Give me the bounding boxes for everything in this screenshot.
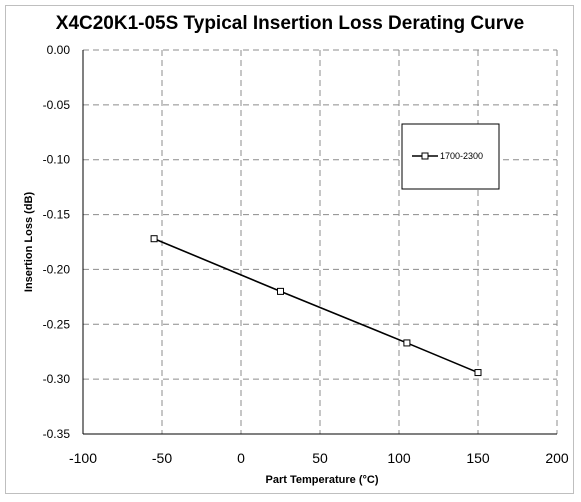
y-tick-label: -0.20 — [43, 262, 71, 276]
y-tick-label: -0.35 — [43, 427, 71, 441]
data-point — [474, 369, 482, 377]
chart-title: X4C20K1-05S Typical Insertion Loss Derat… — [56, 13, 524, 34]
legend: 1700-2300 — [401, 123, 500, 190]
data-point — [403, 339, 411, 347]
y-tick-label: 0.00 — [47, 43, 71, 57]
y-tick-label: -0.25 — [43, 317, 71, 331]
chart-frame — [5, 5, 574, 494]
x-tick-label: 150 — [466, 450, 490, 466]
y-tick-label: -0.05 — [43, 98, 71, 112]
x-tick-label: -50 — [152, 450, 172, 466]
data-point — [277, 287, 284, 295]
series-layer — [150, 235, 482, 377]
y-axis-label: Insertion Loss (dB) — [23, 192, 35, 293]
x-tick-label: 100 — [387, 450, 411, 466]
x-tick-label: 50 — [312, 450, 328, 466]
legend-marker — [421, 152, 429, 160]
y-tick-label: -0.30 — [43, 372, 71, 386]
x-tick-label: 0 — [237, 450, 245, 466]
legend-label: 1700-2300 — [440, 151, 483, 161]
series-line — [153, 237, 479, 374]
y-tick-label: -0.15 — [43, 208, 71, 222]
x-tick-label: 200 — [545, 450, 569, 466]
y-tick-label: -0.10 — [43, 153, 71, 167]
x-tick-label: -100 — [69, 450, 97, 466]
tick-labels: 0.00 -0.05 -0.10 -0.15 -0.20 -0.25 -0.30 -0.35 -… — [43, 43, 569, 466]
axes — [82, 50, 557, 435]
x-axis-label: Part Temperature (°C) — [266, 474, 379, 486]
data-point — [150, 235, 158, 243]
